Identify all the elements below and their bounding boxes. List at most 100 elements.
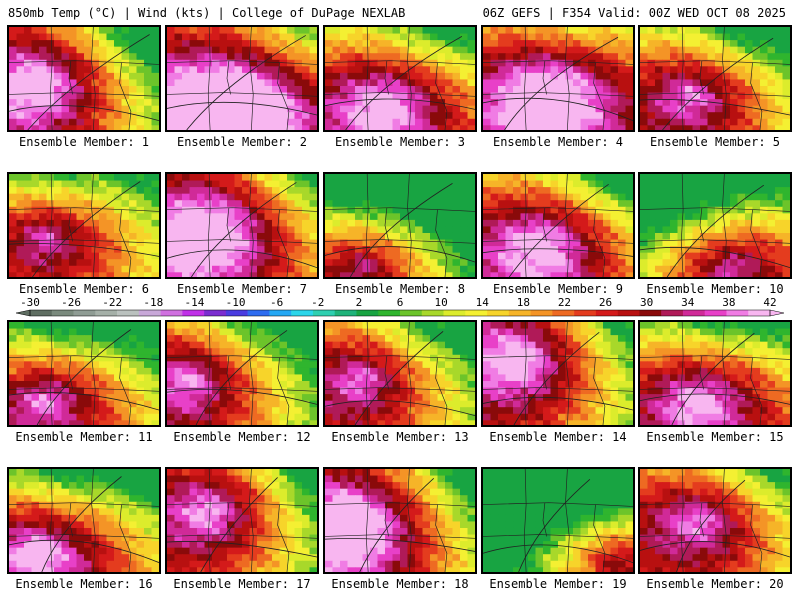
colorbar-swatch: [312, 310, 336, 316]
colorbar-tick-label: -2: [311, 296, 324, 309]
temperature-field: [9, 322, 159, 425]
state-boundaries: [325, 27, 475, 130]
ensemble-member-label: Ensemble Member: 2: [176, 135, 308, 149]
temperature-field: [640, 174, 790, 277]
colorbar-swatch: [334, 310, 357, 316]
colorbar-tick-label: -30: [20, 296, 40, 309]
state-boundaries: [325, 469, 475, 572]
temperature-field: [483, 174, 633, 277]
ensemble-member-label: Ensemble Member: 14: [489, 430, 627, 444]
colorbar-swatch: [182, 310, 205, 316]
colorbar-swatch: [487, 310, 510, 316]
ensemble-member-label: Ensemble Member: 12: [173, 430, 311, 444]
colorbar-swatch: [204, 310, 227, 316]
temperature-field: [640, 469, 790, 572]
colorbar-swatch: [247, 310, 270, 316]
ensemble-member-label: Ensemble Member: 19: [489, 577, 627, 591]
colorbar-tick-label: 14: [476, 296, 490, 309]
ensemble-member-label: Ensemble Member: 9: [492, 282, 624, 296]
colorbar-swatch: [726, 310, 749, 316]
ensemble-member-label: Ensemble Member: 6: [18, 282, 150, 296]
colorbar-swatch: [704, 310, 727, 316]
colorbar-swatch: [661, 310, 684, 316]
colorbar-swatch: [421, 310, 444, 316]
colorbar-tick-label: 26: [599, 296, 612, 309]
ensemble-member-map: [7, 467, 161, 574]
state-boundaries: [640, 322, 790, 425]
colorbar-swatch: [574, 310, 597, 316]
state-boundaries: [167, 469, 317, 572]
colorbar-tick-label: -6: [270, 296, 283, 309]
colorbar-tick-label: 2: [356, 296, 363, 309]
temperature-field: [167, 322, 317, 425]
colorbar-swatch: [617, 310, 640, 316]
colorbar-swatch: [269, 310, 292, 316]
temperature-field: [483, 322, 633, 425]
chart-title: 850mb Temp (°C) | Wind (kts) | College o…: [8, 6, 406, 20]
ensemble-member-label: Ensemble Member: 1: [18, 135, 150, 149]
state-boundaries: [167, 322, 317, 425]
colorbar-tick-label: 6: [397, 296, 404, 309]
colorbar-swatch: [530, 310, 553, 316]
ensemble-member-label: Ensemble Member: 17: [173, 577, 311, 591]
ensemble-member-map: [323, 467, 477, 574]
temperature-field: [325, 322, 475, 425]
ensemble-member-map: [323, 172, 477, 279]
colorbar-tick-label: 34: [681, 296, 695, 309]
colorbar-swatch: [465, 310, 488, 316]
colorbar-tick-label: 30: [640, 296, 653, 309]
ensemble-member-label: Ensemble Member: 11: [15, 430, 153, 444]
ensemble-member-label: Ensemble Member: 5: [649, 135, 781, 149]
temperature-field: [483, 469, 633, 572]
temperature-field: [640, 27, 790, 130]
temperature-field: [167, 27, 317, 130]
state-boundaries: [640, 469, 790, 572]
temperature-colorbar: -30 -26 -22 -18 -14 -10 -6 -2 2 6 10 14 18 22 26 30 34 38…: [15, 296, 785, 317]
colorbar-tick-label: 10: [434, 296, 447, 309]
ensemble-member-label: Ensemble Member: 13: [331, 430, 469, 444]
colorbar-swatch: [400, 310, 423, 316]
temperature-field: [325, 174, 475, 277]
state-boundaries: [640, 27, 790, 130]
ensemble-member-map: [638, 467, 792, 574]
ensemble-member-map: [7, 25, 161, 132]
state-boundaries: [167, 174, 317, 277]
state-boundaries: [483, 174, 633, 277]
colorbar-swatch: [378, 310, 401, 316]
temperature-field: [640, 322, 790, 425]
colorbar-swatch: [508, 310, 531, 316]
colorbar-outline: [29, 309, 771, 317]
colorbar-tick-label: -26: [61, 296, 81, 309]
ensemble-member-map: [638, 25, 792, 132]
ensemble-member-label: Ensemble Member: 20: [646, 577, 784, 591]
colorbar-swatch: [443, 310, 466, 316]
ensemble-member-map: [481, 467, 635, 574]
temperature-field: [9, 469, 159, 572]
ensemble-member-map: [481, 320, 635, 427]
ensemble-member-map: [165, 467, 319, 574]
colorbar-swatch: [95, 310, 118, 316]
colorbar-tick-label: 18: [517, 296, 530, 309]
temperature-field: [167, 469, 317, 572]
state-boundaries: [9, 27, 159, 130]
colorbar-swatch: [682, 310, 706, 316]
ensemble-member-map: [7, 320, 161, 427]
ensemble-member-map: [165, 320, 319, 427]
colorbar-swatch: [748, 310, 771, 316]
ensemble-member-map: [7, 172, 161, 279]
colorbar-tick-label: -18: [143, 296, 163, 309]
state-boundaries: [9, 322, 159, 425]
temperature-field: [325, 469, 475, 572]
temperature-field: [9, 174, 159, 277]
ensemble-member-label: Ensemble Member: 8: [334, 282, 466, 296]
colorbar-swatch: [639, 310, 662, 316]
colorbar-tick-label: 22: [558, 296, 571, 309]
colorbar-swatch: [291, 310, 314, 316]
colorbar-tick-label: 38: [722, 296, 735, 309]
colorbar-max-arrow: [769, 309, 785, 317]
ensemble-member-map: [323, 320, 477, 427]
colorbar-min-arrow: [15, 309, 31, 317]
state-boundaries: [640, 174, 790, 277]
state-boundaries: [483, 27, 633, 130]
ensemble-member-map: [323, 25, 477, 132]
